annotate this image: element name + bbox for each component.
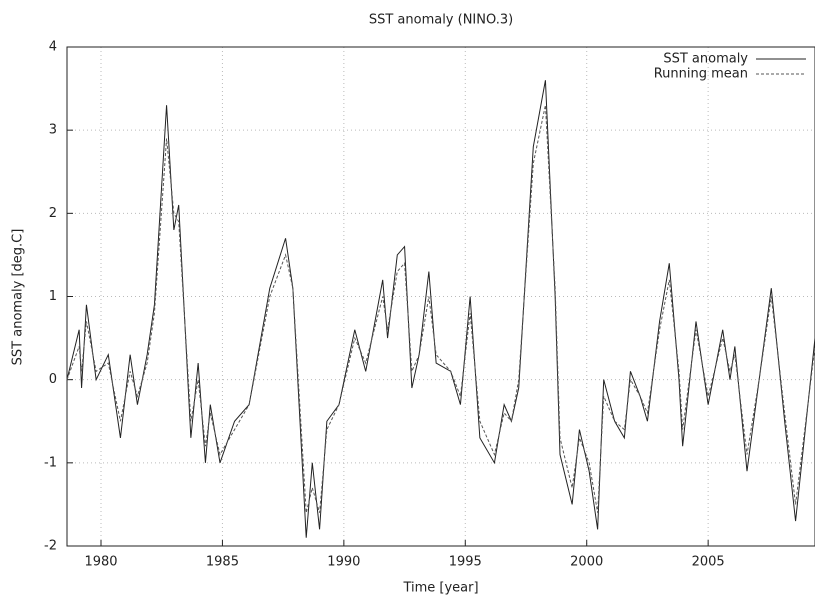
y-tick-label: 0	[49, 372, 57, 387]
chart-title: SST anomaly (NINO.3)	[369, 13, 513, 28]
x-tick-label: 2000	[570, 555, 603, 570]
series-line	[66, 80, 815, 538]
y-tick-label: -1	[44, 455, 57, 470]
y-axis-label: SST anomaly [deg.C]	[11, 229, 26, 366]
series-line	[66, 105, 815, 513]
x-tick-label: 1985	[206, 555, 239, 570]
y-tick-label: 3	[49, 123, 57, 138]
y-tick-label: 4	[49, 40, 57, 55]
x-tick-label: 1990	[327, 555, 360, 570]
x-tick-label: 1995	[449, 555, 482, 570]
x-axis-label: Time [year]	[402, 581, 478, 596]
y-tick-label: -2	[44, 539, 57, 554]
y-tick-label: 2	[49, 206, 57, 221]
plot-frame	[66, 46, 815, 547]
y-tick-label: 1	[49, 289, 57, 304]
x-tick-label: 1980	[84, 555, 117, 570]
x-tick-label: 2005	[692, 555, 725, 570]
legend-label: Running mean	[654, 67, 748, 82]
legend-label: SST anomaly	[663, 52, 748, 67]
